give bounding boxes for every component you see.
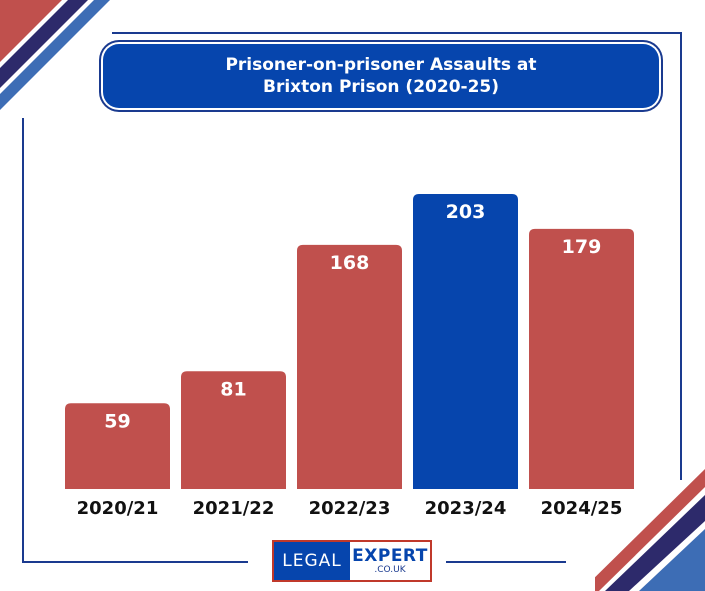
- x-tick-label: 2023/24: [425, 498, 507, 519]
- corner-stripes-bottom-right: [595, 469, 705, 591]
- bar-value-label: 168: [330, 252, 370, 274]
- legal-expert-logo: LEGAL EXPERT .CO.UK: [272, 540, 432, 582]
- logo-right-block: EXPERT .CO.UK: [350, 542, 430, 580]
- bar-2021-22: [181, 371, 286, 489]
- frame-line-left: [22, 118, 24, 562]
- labels-layer: 59 2020/21 81 2021/22 168 2022/23 203 2023/24 17…: [77, 201, 623, 519]
- x-tick-label: 2020/21: [77, 498, 159, 519]
- x-tick-label: 2021/22: [193, 498, 275, 519]
- x-tick-label: 2024/25: [541, 498, 623, 519]
- bar-2023-24: [413, 194, 518, 489]
- logo-domain-text: .CO.UK: [374, 565, 406, 575]
- frame-line-bottom-left: [22, 561, 248, 563]
- frame-line-right: [680, 32, 682, 480]
- bar-value-label: 179: [562, 236, 602, 258]
- logo-expert-text: EXPERT: [352, 546, 428, 566]
- logo-legal-text: LEGAL: [274, 542, 350, 580]
- bar-2022-23: [297, 244, 402, 489]
- chart-title-box: Prisoner-on-prisoner Assaults at Brixton…: [103, 44, 659, 108]
- corner-stripes-top-left: [0, 0, 110, 110]
- frame-line-bottom-right: [446, 561, 566, 563]
- bar-2020-21: [65, 403, 170, 489]
- x-tick-label: 2022/23: [309, 498, 391, 519]
- bars-layer: [65, 194, 634, 490]
- chart-title: Prisoner-on-prisoner Assaults at: [225, 55, 537, 75]
- frame-line-top: [112, 32, 680, 34]
- bar-value-label: 203: [446, 201, 486, 223]
- bar-value-label: 81: [220, 378, 246, 400]
- bar-value-label: 59: [104, 410, 130, 432]
- bar-2024-25: [529, 228, 634, 490]
- chart-subtitle: Brixton Prison (2020-25): [262, 77, 500, 97]
